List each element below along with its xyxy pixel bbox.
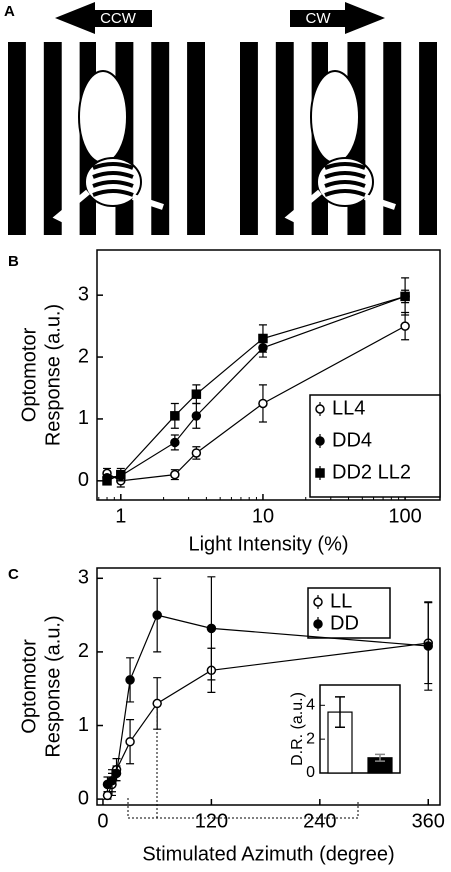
fly-leg — [52, 189, 164, 225]
y-tick-label: 3 — [78, 283, 89, 305]
arrow — [55, 2, 152, 34]
marker — [170, 469, 180, 480]
fly-band — [92, 162, 134, 170]
arrow-label: CW — [306, 10, 332, 27]
legend-label: LL — [330, 590, 352, 612]
marker — [116, 469, 126, 480]
fly-wing — [78, 70, 128, 164]
legend — [307, 587, 391, 639]
marker — [125, 736, 135, 747]
marker — [423, 641, 434, 651]
error-bar — [375, 753, 385, 762]
plot-frame — [96, 249, 441, 501]
x-tick-label: 10 — [252, 505, 274, 527]
x-axis-label: Stimulated Azimuth (degree) — [142, 843, 394, 865]
y-tick-label: 2 — [78, 345, 89, 367]
marker — [102, 476, 112, 486]
y-tick-label: 2 — [306, 730, 315, 747]
legend-marker — [315, 436, 325, 446]
y-axis-label: D.R. (a.u.) — [289, 692, 306, 766]
fly-band — [324, 162, 366, 170]
stripe — [240, 42, 258, 235]
stripe — [275, 42, 294, 235]
legend-label: DD2 LL2 — [332, 461, 411, 483]
fly-band — [92, 189, 134, 197]
y-tick-label: 0 — [78, 469, 89, 491]
marker — [191, 448, 202, 458]
x-axis-label: Light Intensity (%) — [188, 533, 348, 555]
marker — [400, 321, 410, 331]
x-tick-label: 0 — [97, 810, 108, 832]
legend-label: LL4 — [332, 397, 365, 419]
stripe — [383, 42, 402, 235]
marker — [191, 389, 202, 399]
stripe — [151, 42, 170, 235]
legend-marker — [315, 468, 325, 478]
y-tick-label: 2 — [78, 640, 89, 662]
fly-wing — [310, 70, 360, 164]
marker — [111, 768, 122, 779]
marker — [152, 610, 162, 620]
legend — [309, 394, 441, 498]
error-bar — [335, 696, 345, 729]
marker — [102, 790, 113, 801]
marker — [206, 623, 217, 634]
fly-band — [324, 180, 366, 188]
legend-label: DD4 — [332, 429, 372, 451]
stripe — [8, 42, 26, 235]
y-tick-label: 0 — [306, 764, 315, 781]
panel-label: C — [8, 566, 19, 583]
stripe — [43, 42, 62, 235]
marker — [107, 775, 117, 786]
legend-marker — [313, 619, 323, 629]
stripe — [419, 42, 437, 235]
y-axis-label: Response (a.u.) — [42, 304, 64, 446]
y-tick-label: 1 — [78, 407, 89, 429]
annotation-line — [127, 798, 359, 819]
y-tick-label: 3 — [78, 567, 89, 589]
x-tick-label: 100 — [388, 505, 421, 527]
legend-marker — [315, 404, 325, 414]
marker — [125, 675, 135, 685]
fly-band — [92, 171, 134, 179]
y-tick-label: 4 — [306, 697, 315, 714]
fly-band — [324, 189, 366, 197]
marker — [152, 698, 162, 709]
x-tick-label: 360 — [412, 810, 445, 832]
marker — [191, 411, 202, 421]
panel-a: A CCW CW — [4, 2, 437, 235]
x-tick-label: 120 — [195, 810, 228, 832]
fly-band — [92, 180, 134, 188]
legend-marker — [313, 597, 323, 607]
panel-label: A — [4, 3, 15, 20]
plot-frame — [96, 567, 441, 806]
marker — [258, 333, 268, 344]
y-axis-label: Optomotor — [18, 327, 40, 422]
marker — [170, 437, 180, 448]
arrow-label: CCW — [100, 10, 137, 27]
legend-label: DD — [330, 612, 359, 634]
x-tick-label: 240 — [303, 810, 336, 832]
stripe — [187, 42, 205, 235]
y-tick-label: 1 — [78, 714, 89, 736]
y-axis-label: Response (a.u.) — [42, 615, 64, 757]
fly-leg — [284, 189, 396, 225]
marker — [258, 398, 268, 409]
fly-band — [324, 171, 366, 179]
marker — [170, 411, 180, 421]
x-tick-label: 1 — [115, 505, 126, 527]
arrow — [290, 2, 385, 34]
panel-label: B — [8, 253, 19, 270]
y-tick-label: 0 — [78, 787, 89, 809]
marker — [400, 291, 410, 302]
y-axis-label: Optomotor — [18, 639, 40, 734]
